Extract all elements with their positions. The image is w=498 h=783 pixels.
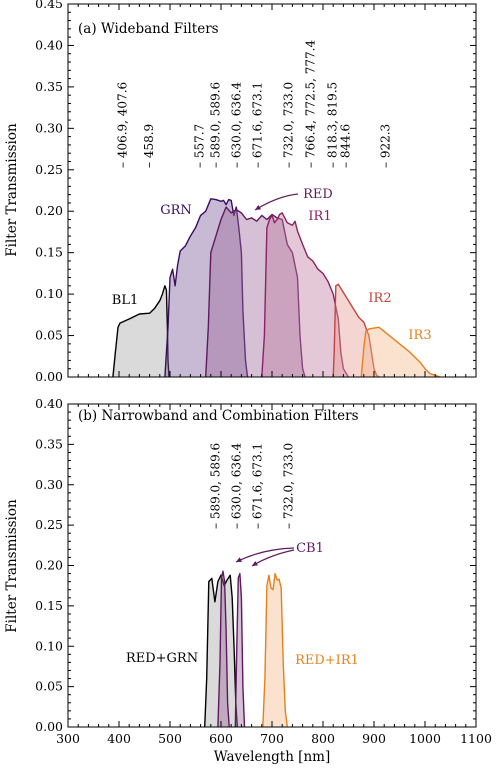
annotation-arrow-secondary: [251, 549, 295, 567]
emission-line-label: – 844.6: [339, 124, 353, 168]
x-tick-label: 1100: [460, 731, 492, 746]
series-line-cb1-2: [234, 572, 246, 728]
y-tick-label: 0.10: [35, 286, 63, 301]
x-tick-label: 500: [158, 731, 182, 746]
emission-line-label: – 732.0, 733.0: [281, 443, 295, 529]
y-tick-label: 0.30: [35, 120, 63, 135]
series-annotation-ir2: IR2: [368, 291, 391, 306]
x-tick-label: 900: [362, 731, 386, 746]
series-line-red-2: [205, 206, 306, 378]
y-tick-label: 0.25: [35, 162, 63, 177]
emission-line-label: – 458.9: [142, 124, 156, 168]
series-line-ir3-5: [360, 326, 441, 378]
y-tick-label: 0.15: [35, 245, 63, 260]
emission-line-label: – 732.0, 733.0: [281, 82, 295, 168]
y-tick-label: 0.00: [35, 719, 63, 734]
series-annotation-red-ir1: RED+IR1: [295, 653, 359, 668]
series-line-grn-1: [164, 198, 249, 378]
emission-line-label: – 557.7: [192, 124, 206, 168]
emission-line-label: – 671.6, 673.1: [251, 443, 265, 529]
x-tick-label: 700: [260, 731, 284, 746]
series-line-cb1-1: [217, 570, 230, 728]
y-tick-label: 0.45: [35, 0, 63, 11]
y-tick-label: 0.40: [35, 396, 63, 411]
series-fill-red-grn-0: [204, 575, 238, 727]
series-annotation-red: RED: [303, 187, 333, 202]
panel-title: (a) Wideband Filters: [78, 21, 219, 37]
series-line-red-grn-0: [204, 574, 238, 728]
y-axis-label: Filter Transmission: [4, 123, 20, 257]
annotation-arrow: [235, 547, 295, 563]
y-tick-label: 0.20: [35, 558, 63, 573]
chart-panel-a: 0.00 0.05 0.10 0.15 0.20 0.25 0.30 0.35 0.40 0.45…: [4, 0, 477, 384]
emission-line-label: – 589.0, 589.6: [208, 82, 222, 168]
y-tick-label: 0.35: [35, 436, 63, 451]
emission-line-label: – 589.0, 589.6: [208, 443, 222, 529]
emission-line-label: – 922.3: [378, 124, 392, 168]
series-line-ir2-4: [332, 283, 380, 378]
annotation-arrow-head: [236, 557, 242, 562]
x-tick-label: 1000: [409, 731, 441, 746]
y-tick-label: 0.10: [35, 638, 63, 653]
series-line-red-ir1-3: [262, 572, 288, 728]
annotation-arrow-head: [255, 205, 261, 210]
x-tick-label: 600: [209, 731, 233, 746]
y-tick-label: 0.15: [35, 598, 63, 613]
y-tick-label: 0.40: [35, 37, 63, 52]
x-tick-label: 800: [311, 731, 335, 746]
emission-line-label: – 818.3, 819.5: [325, 82, 339, 168]
y-tick-label: 0.20: [35, 203, 63, 218]
chart-panel-b: 300 400 500 600 700 800 900 1000 1100 0.00 0.05 0.1…: [4, 396, 492, 765]
emission-line-label: – 766.4, 772.5, 777.4: [303, 40, 317, 168]
emission-line-label: – 406.9, 407.6: [116, 82, 130, 168]
series-annotation-ir3: IR3: [408, 328, 431, 343]
series-fill-grn-1: [164, 198, 248, 377]
series-annotation-bl1: BL1: [112, 293, 138, 308]
series-fill-ir1-3: [261, 212, 349, 377]
series-annotation-ir1: IR1: [308, 209, 331, 224]
y-tick-label: 0.05: [35, 328, 63, 343]
x-axis-label: Wavelength [nm]: [214, 749, 330, 765]
series-annotation-cb1: CB1: [296, 541, 324, 556]
y-tick-label: 0.35: [35, 79, 63, 94]
series-fill-red-2: [205, 207, 306, 377]
series-fill-ir2-4: [333, 284, 380, 377]
annotation-arrow: [254, 193, 299, 211]
x-tick-label: 300: [56, 731, 80, 746]
y-tick-label: 0.25: [35, 517, 63, 532]
x-tick-label: 400: [107, 731, 131, 746]
series-annotation-grn: GRN: [160, 203, 192, 218]
panel-title: (b) Narrowband and Combination Filters: [78, 408, 359, 424]
emission-line-label: – 630.0, 636.4: [229, 442, 243, 529]
y-tick-label: 0.00: [35, 369, 63, 384]
emission-line-label: – 630.0, 636.4: [229, 81, 243, 168]
y-tick-label: 0.05: [35, 679, 63, 694]
series-line-bl1-0: [112, 285, 170, 378]
series-fill-ir3-5: [361, 327, 441, 377]
y-axis-label: Filter Transmission: [4, 499, 20, 633]
series-line-ir1-3: [261, 212, 350, 378]
y-tick-label: 0.30: [35, 477, 63, 492]
series-fill-cb1-1: [217, 571, 230, 727]
series-annotation-red-grn: RED+GRN: [126, 651, 198, 666]
emission-line-label: – 671.6, 673.1: [251, 82, 265, 168]
annotation-arrow-secondary-head: [252, 561, 258, 566]
